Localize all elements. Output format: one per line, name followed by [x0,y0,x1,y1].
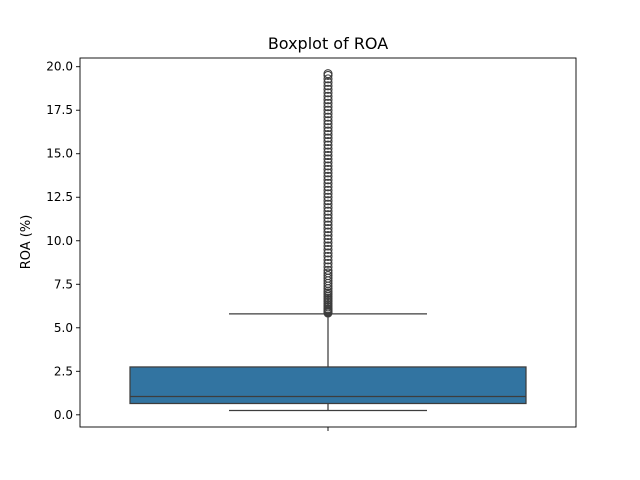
outlier-point [323,171,333,181]
y-tick-label: 5.0 [54,321,73,335]
outlier-point [323,130,333,140]
outlier-point [323,203,333,213]
outlier-point [323,88,333,98]
outlier-point [323,248,333,258]
outlier-point [323,102,333,112]
outlier-point [323,123,333,133]
y-tick-label: 0.0 [54,408,73,422]
outlier-point [323,175,333,185]
outlier-point [323,81,333,91]
y-axis-label: ROA (%) [19,215,34,270]
outlier-point [323,251,333,261]
outlier-point [323,196,333,206]
outlier-point [323,74,333,84]
outlier-point [323,213,333,223]
outlier-point [323,192,333,202]
outlier-point [323,168,333,178]
outlier-point [323,210,333,220]
y-tick-label: 17.5 [46,103,73,117]
outlier-point [323,161,333,171]
outlier-point [323,255,333,265]
outlier-point [323,147,333,157]
outlier-point [323,237,333,248]
outlier-point [323,244,333,255]
y-tick-label: 10.0 [46,234,73,248]
outlier-point [323,109,333,119]
outlier-point [323,262,333,272]
outlier-point [323,271,333,281]
outlier-point [323,150,333,161]
outlier-point [323,230,333,241]
box-iqr [129,366,527,405]
y-tick-label: 2.5 [54,364,73,378]
outlier-point [323,157,333,167]
outlier-point [323,119,333,129]
outlier-point [323,189,333,199]
outlier-point [323,258,333,268]
outlier-point [323,116,333,126]
plot-area: 0.0 2.5 5.0 7.5 10.0 12.5 15.0 17.5 20.0 [46,57,577,431]
outlier-point [323,112,333,122]
chart-title: Boxplot of ROA [268,34,388,53]
outlier-point [323,178,333,188]
outlier-point [323,98,333,108]
outlier-point [323,241,333,251]
outlier-point [323,268,333,278]
outlier-point [323,105,333,115]
outlier-point [323,220,333,230]
outlier-point [323,182,333,192]
outlier-point [323,224,333,234]
y-tick-label: 15.0 [46,147,73,161]
y-tick-label: 20.0 [46,60,73,74]
outlier-point [323,234,333,244]
y-tick-label: 7.5 [54,277,73,291]
outlier-point [323,140,333,150]
outlier-point [323,143,333,154]
outlier-point [323,199,333,209]
outlier-point [323,136,333,147]
outlier-point [323,77,333,87]
outlier-point [323,206,333,216]
outlier-point [323,126,333,136]
outlier-point [323,91,333,101]
outlier-point [323,227,333,237]
outlier-point [323,133,333,143]
outlier-point [323,217,333,227]
outlier-point [323,164,333,174]
outlier-point [323,185,333,195]
outlier-point [323,265,333,275]
outlier-point [323,95,333,105]
outlier-point [323,69,333,79]
outlier-point [323,154,333,164]
y-tick-label: 12.5 [46,190,73,204]
outlier-point [323,84,333,94]
